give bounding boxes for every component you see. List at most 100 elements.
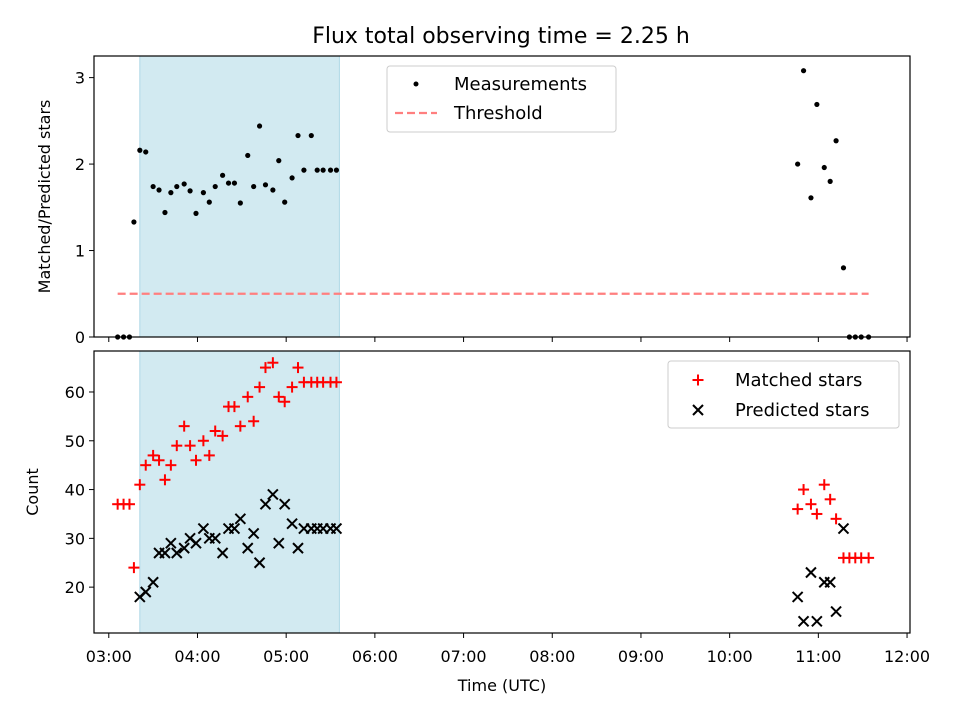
measurement-point: [320, 167, 326, 173]
x-stroke: [171, 547, 183, 559]
measurement-point: [808, 195, 814, 201]
x-tick-label: 09:00: [618, 647, 664, 666]
x-stroke: [190, 537, 202, 549]
predicted-star-point: [234, 513, 247, 525]
bottom-y-axis: 20 30 40 50 60: [65, 383, 94, 597]
matched-star-point: [217, 430, 229, 442]
matched-star-point: [811, 508, 823, 520]
predicted-star-point: [278, 498, 291, 510]
measurement-point: [220, 172, 226, 178]
predicted-star-point: [267, 488, 279, 501]
x-stroke: [165, 537, 177, 549]
legend-matched-marker: [692, 374, 704, 386]
measurement-point: [833, 138, 839, 144]
predicted-star-point: [247, 527, 260, 540]
matched-star-point: [818, 479, 830, 491]
matched-star-point: [203, 449, 215, 461]
matched-star-point: [147, 449, 159, 461]
measurement-point: [840, 265, 847, 271]
x-tick-label: 08:00: [529, 647, 575, 666]
x-stroke: [692, 404, 704, 416]
matched-star-point: [292, 362, 304, 374]
matched-star-point: [153, 454, 165, 466]
matched-star-point: [228, 401, 240, 413]
bottom-panel: 20 30 40 50 60 03:00 04:00 05:00 06:00 07:00 08:0…: [23, 350, 930, 695]
matched-star-point: [798, 484, 810, 496]
measurement-point: [308, 132, 314, 139]
predicted-star-point: [171, 547, 183, 559]
measurement-point: [225, 180, 232, 186]
measurement-point: [137, 147, 143, 153]
measurement-point: [131, 219, 137, 225]
predicted-star-point: [165, 537, 177, 549]
top-y-axis-label: Matched/Predicted stars: [35, 100, 54, 294]
top-y-axis: 0 1 2 3: [75, 69, 94, 347]
x-stroke: [278, 498, 291, 510]
measurement-point: [282, 199, 288, 205]
measurement-point: [200, 190, 206, 196]
top-legend: Measurements Threshold: [386, 65, 617, 133]
predicted-star-point: [811, 615, 823, 627]
bottom-y-axis-label: Count: [23, 468, 42, 516]
matched-star-point: [165, 459, 177, 471]
predicted-star-point: [209, 532, 221, 545]
x-tick-label: 03:00: [86, 647, 132, 666]
measurement-point: [251, 183, 257, 190]
matched-star-point: [171, 440, 183, 452]
x-stroke: [791, 591, 804, 603]
matched-star-point: [267, 357, 279, 369]
measurement-point: [143, 149, 149, 155]
x-stroke: [824, 576, 836, 588]
predicted-star-point: [330, 522, 343, 535]
matched-star-point: [824, 493, 836, 505]
measurement-point: [800, 68, 807, 74]
predicted-star-point: [140, 586, 152, 598]
matched-star-point: [273, 391, 285, 403]
measurement-point: [314, 167, 320, 173]
matched-star-point: [248, 415, 260, 427]
x-stroke: [234, 513, 247, 525]
bottom-legend: Matched stars Predicted stars: [667, 360, 900, 429]
matched-star-point: [792, 503, 804, 515]
x-stroke: [811, 615, 823, 627]
x-tick-label: 10:00: [707, 647, 753, 666]
x-tick-label: 11:00: [795, 647, 841, 666]
matched-star-point: [234, 420, 246, 432]
measurement-point: [212, 183, 218, 190]
measurement-point: [231, 180, 238, 186]
x-stroke: [292, 542, 304, 554]
legend-measurements-label: Measurements: [454, 74, 587, 95]
y-tick-label: 2: [75, 155, 85, 174]
predicted-star-point: [228, 522, 241, 535]
x-stroke: [216, 547, 229, 559]
top-shaded-interval: [139, 56, 340, 337]
measurement-point: [795, 161, 801, 167]
bottom-legend-box: [667, 360, 900, 429]
y-tick-label: 40: [65, 481, 85, 500]
predicted-star-point: [178, 542, 190, 554]
measurement-point: [327, 167, 334, 173]
matched-star-point: [830, 513, 842, 525]
predicted-star-point: [286, 518, 298, 530]
matched-star-point: [863, 552, 875, 564]
matched-star-point: [209, 425, 221, 437]
measurement-point: [193, 210, 199, 216]
x-stroke: [286, 518, 298, 530]
x-stroke: [247, 527, 260, 540]
measurement-point: [289, 175, 295, 181]
measurement-point: [245, 152, 251, 159]
predicted-star-point: [830, 605, 842, 618]
predicted-star-point: [259, 498, 272, 510]
measurement-point: [156, 187, 162, 193]
x-stroke: [837, 522, 850, 535]
chart-title: Flux total observing time = 2.25 h: [312, 24, 690, 49]
x-stroke: [140, 586, 152, 598]
matched-star-point: [134, 479, 146, 491]
x-stroke: [830, 605, 842, 618]
measurement-point: [168, 190, 174, 196]
predicted-star-point: [292, 542, 304, 554]
x-stroke: [259, 498, 272, 510]
x-axis-label: Time (UTC): [457, 676, 546, 695]
matched-star-point: [259, 362, 271, 374]
